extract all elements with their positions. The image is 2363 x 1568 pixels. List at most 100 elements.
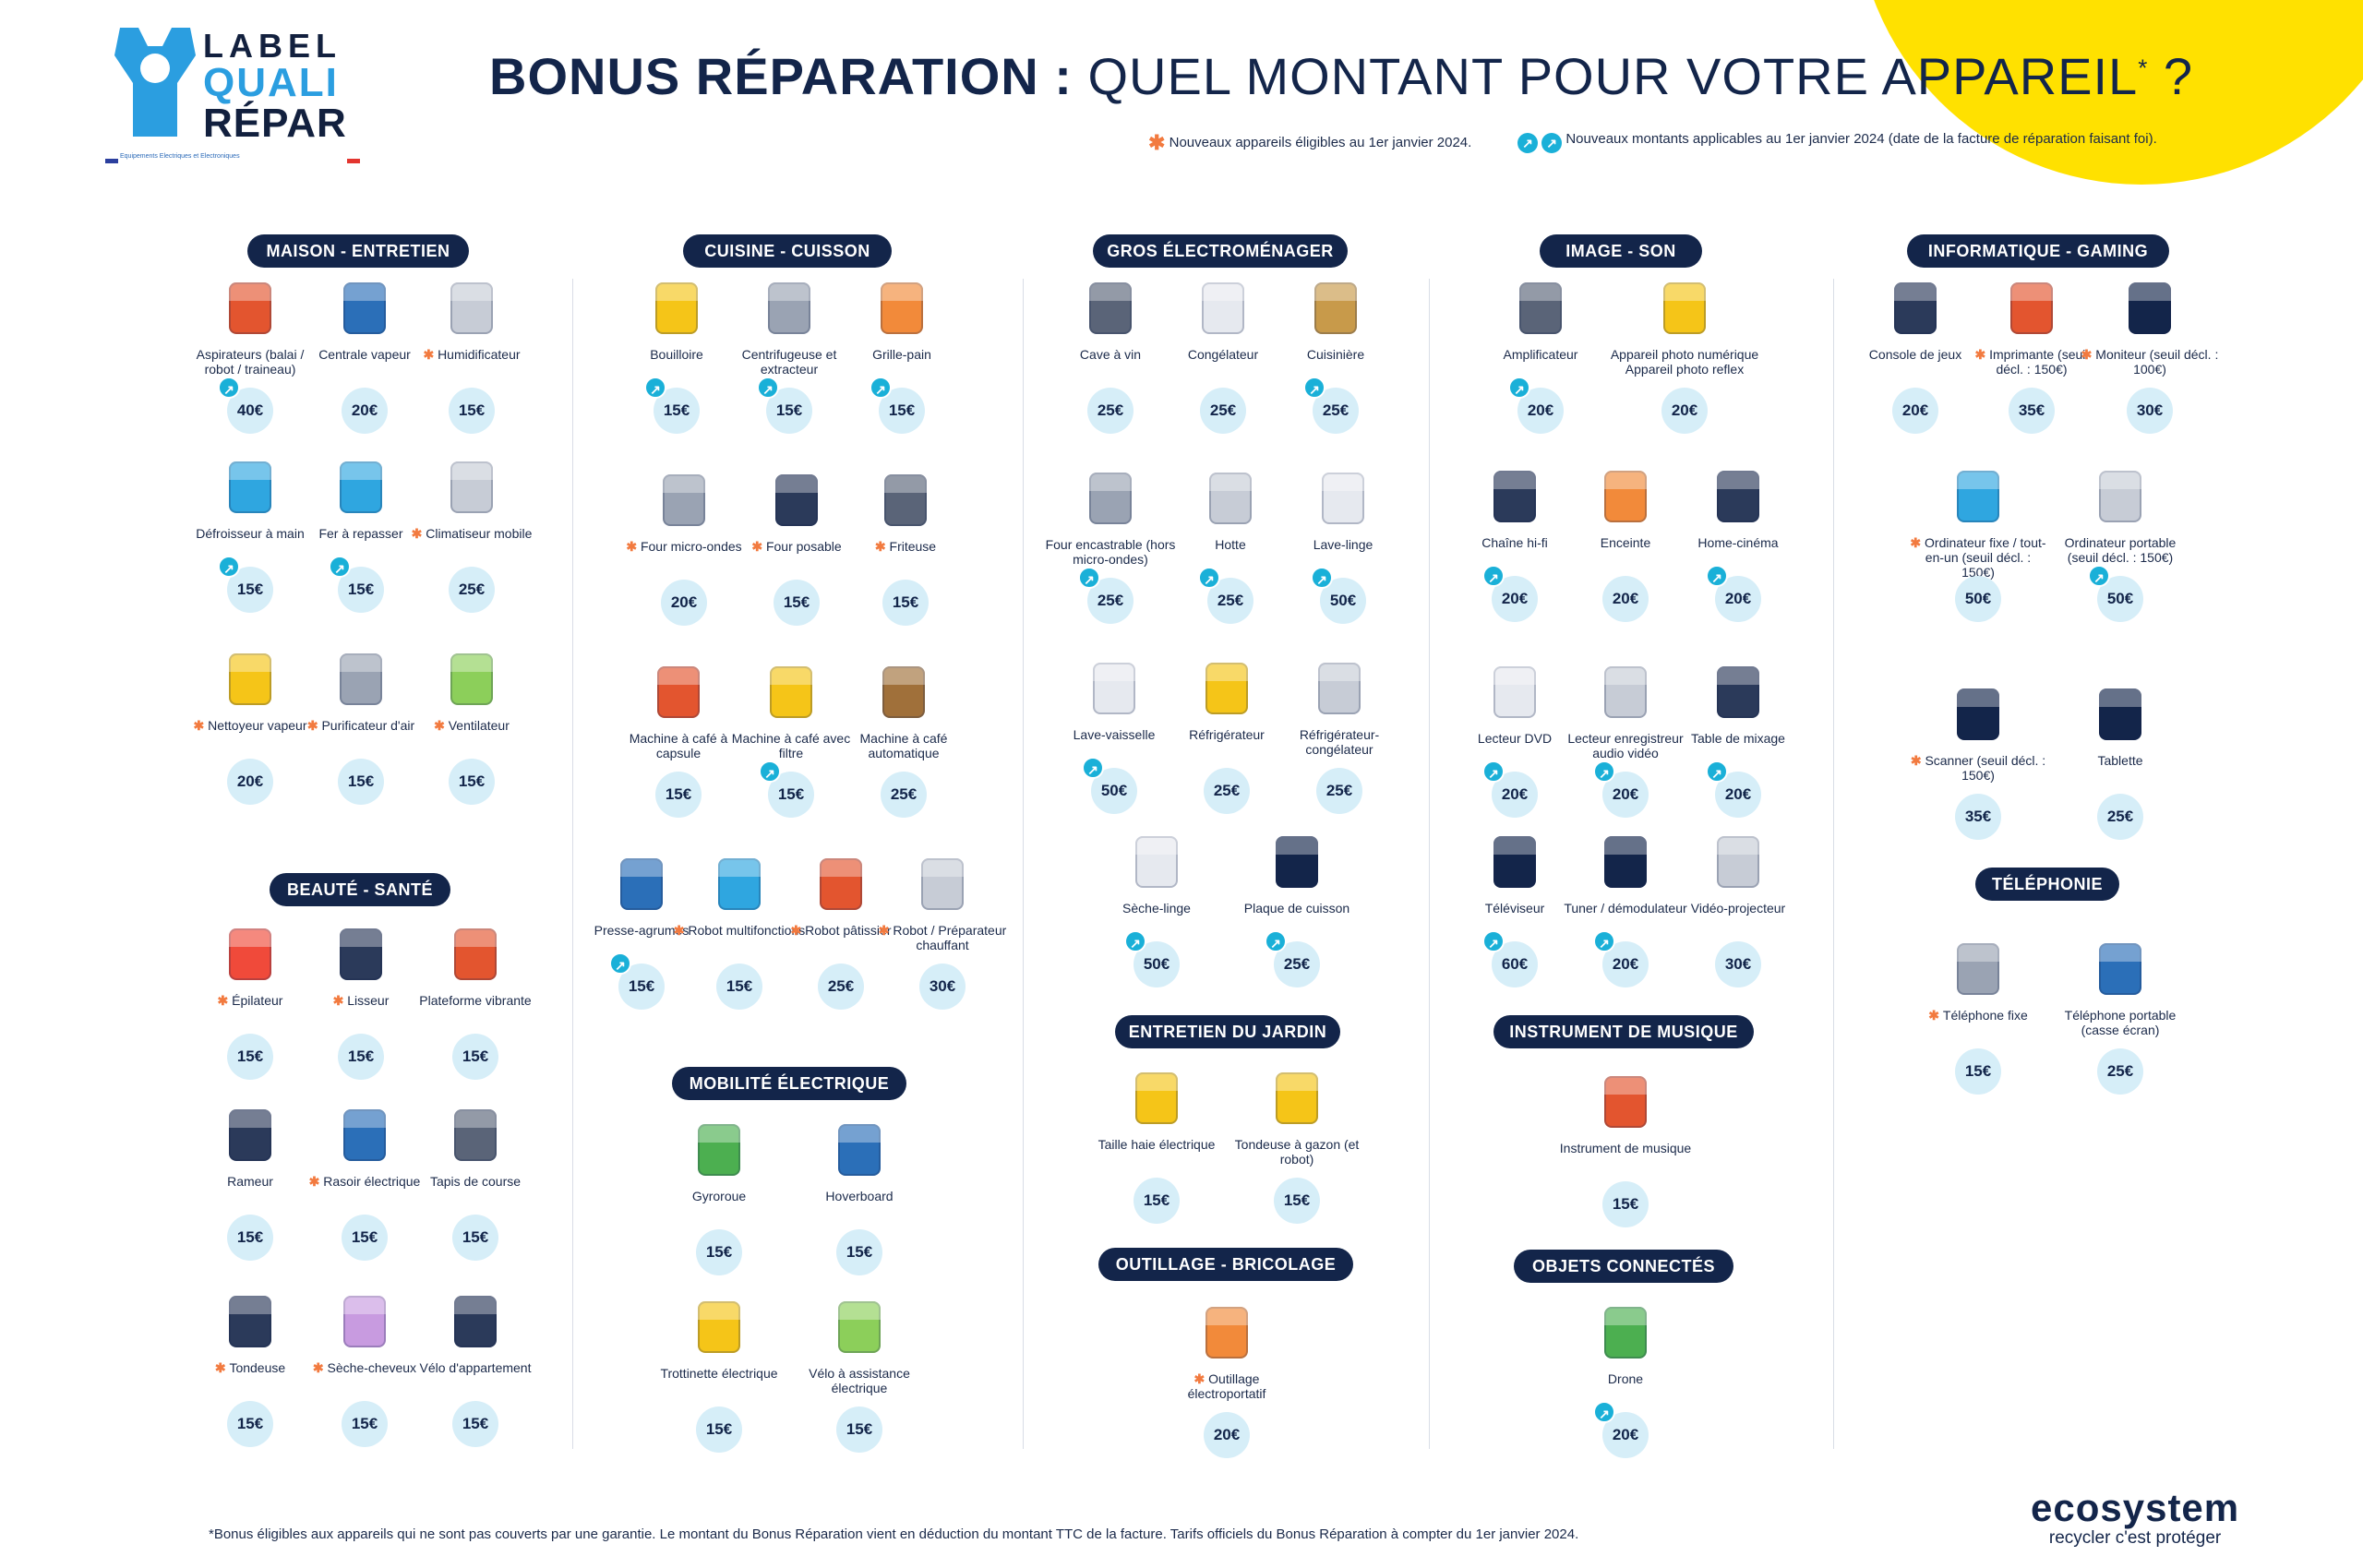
logo-subline: Equipements Electriques et Electroniques [120,153,240,160]
fridge-icon [1194,657,1259,722]
bonus-amount: ↗ 25€ [1198,567,1253,624]
hifi-icon [1482,465,1547,530]
appliance-name: Grille-pain [833,347,971,378]
bonus-price: 15€ [227,1401,273,1447]
footnote: *Bonus éligibles aux appareils qui ne so… [209,1526,1579,1542]
appliance-name: Machine à café à capsule [609,731,748,762]
bonus-amount: ↗ 40€ [218,377,273,434]
asterisk-icon: ✱ [217,993,233,1008]
bonus-amount: ↗ 15€ [759,760,814,818]
appliance-item: Centrale vapeur 20€ [295,277,434,434]
bonus-amount: 20€ [227,759,273,805]
washing-machine-icon [1311,467,1375,532]
bonus-amount: ↗ 20€ [1482,760,1538,818]
bonus-price: 20€ [227,759,273,805]
bonus-amount: 15€ [342,1215,388,1261]
tv-icon [1482,831,1547,895]
bonus-amount: ↗ 20€ [1706,565,1761,622]
bonus-amount: 20€ [661,580,707,626]
appliance-name-text: Imprimante (seuil décl. : 150€) [1989,347,2089,377]
logo-line-quali: QUALI [203,60,339,105]
appliance-item: Trottinette électrique 15€ [650,1296,788,1453]
appliance-name: Réfrigérateur [1158,727,1296,759]
appliance-name: Défroisseur à main [181,526,319,557]
home-cinema-icon [1706,465,1770,530]
stand-mixer-icon [809,853,873,917]
bonus-price: 15€ [452,1215,498,1261]
appliance-item: ✱ Rasoir électrique 15€ [295,1104,434,1261]
appliance-item: Réfrigérateur 25€ [1158,657,1296,814]
appliance-item: Fer à repasser ↗ 15€ [292,456,430,613]
appliance-name-text: Défroisseur à main [196,526,305,541]
appliance-name: Lecteur DVD [1445,731,1584,762]
appliance-name: ✱ Scanner (seuil décl. : 150€) [1909,753,2047,784]
bonus-price: 25€ [818,964,864,1010]
appliance-item: Instrument de musique 15€ [1556,1071,1695,1227]
printer-icon [1999,277,2064,341]
appliance-item: Chaîne hi-fi ↗ 20€ [1445,465,1584,622]
legend-new-devices-text: Nouveaux appareils éligibles au 1er janv… [1169,135,1472,150]
appliance-item: ✱ Four posable 15€ [727,469,866,626]
appliance-item: ✱ Friteuse 15€ [836,469,975,626]
label-qualirepar-logo: LABEL QUALI RÉPAR Equipements Electrique… [105,18,378,163]
bonus-amount: 15€ [338,759,384,805]
appliance-item: Téléviseur ↗ 60€ [1445,831,1584,987]
appliance-name: ✱ Rasoir électrique [295,1174,434,1205]
vibration-platform-icon [443,923,508,987]
bonus-amount: 25€ [881,772,927,818]
up-arrow-icon: ↗ [1124,930,1146,952]
rowing-machine-icon [218,1104,282,1168]
appliance-item: Home-cinéma ↗ 20€ [1669,465,1807,622]
bonus-price: 15€ [227,1034,273,1080]
appliance-name-text: Centrifugeuse et extracteur [741,347,837,377]
bonus-price: 15€ [696,1229,742,1275]
bonus-amount: 15€ [1274,1178,1320,1224]
bonus-price: 25€ [2097,794,2143,840]
appliance-name-text: Réfrigérateur [1189,727,1265,742]
appliance-item: Drone ↗ 20€ [1556,1301,1695,1458]
section-title-mobilite: MOBILITÉ ÉLECTRIQUE [672,1067,906,1100]
up-arrow-icon: ↗ [1517,133,1538,153]
bonus-amount: ↗ 25€ [1078,567,1134,624]
appliance-name: ✱ Ordinateur fixe / tout-en-un (seuil dé… [1909,535,2047,580]
built-in-oven-icon [1078,467,1143,532]
appliance-item: Cave à vin 25€ [1041,277,1180,434]
appliance-name: Vélo d'appartement [406,1360,545,1392]
appliance-name-text: Console de jeux [1868,347,1962,362]
up-arrow-icon: ↗ [218,556,240,578]
bonus-amount: 15€ [449,759,495,805]
appliance-item: Appareil photo numérique Appareil photo … [1592,277,1777,434]
appliance-item: Tablette 25€ [2051,683,2189,840]
appliance-name-text: Centrale vapeur [318,347,411,362]
appliance-name: Ordinateur portable (seuil décl. : 150€) [2051,535,2189,567]
flag-red-icon [347,159,360,163]
appliance-item: Console de jeux 20€ [1846,277,1985,434]
asterisk-icon: ✱ [790,923,806,938]
appliance-name-text: Instrument de musique [1559,1141,1692,1155]
asterisk-icon: ✱ [411,526,426,541]
power-tools-icon [1194,1301,1259,1366]
appliance-name-text: Four encastrable (hors micro-ondes) [1045,537,1176,567]
up-arrow-icon: ↗ [1303,377,1325,399]
bonus-price: 20€ [1492,772,1538,818]
appliance-item: ✱ Robot / Préparateur chauffant 30€ [873,853,1012,1010]
bonus-price: 15€ [836,1229,882,1275]
bonus-price: 15€ [655,772,702,818]
dishwasher-icon [1082,657,1146,722]
appliance-name: ✱ Friteuse [836,539,975,570]
appliance-item: Grille-pain ↗ 15€ [833,277,971,434]
bonus-amount: 15€ [836,1406,882,1453]
appliance-item: Machine à café avec filtre ↗ 15€ [722,661,860,818]
bonus-price: 15€ [338,1034,384,1080]
appliance-item: Rameur 15€ [181,1104,319,1261]
appliance-item: Plaque de cuisson ↗ 25€ [1228,831,1366,987]
fryer-icon [873,469,938,533]
appliance-name-text: Moniteur (seuil décl. : 100€) [2095,347,2219,377]
appliance-item: Vélo à assistance électrique 15€ [790,1296,929,1453]
appliance-name-text: Vidéo-projecteur [1690,901,1786,916]
exercise-bike-icon [443,1290,508,1355]
bonus-price: 15€ [774,580,820,626]
appliance-name: Vidéo-projecteur [1669,901,1807,932]
bonus-price: 30€ [919,964,966,1010]
bonus-amount: ↗ 15€ [644,377,700,434]
